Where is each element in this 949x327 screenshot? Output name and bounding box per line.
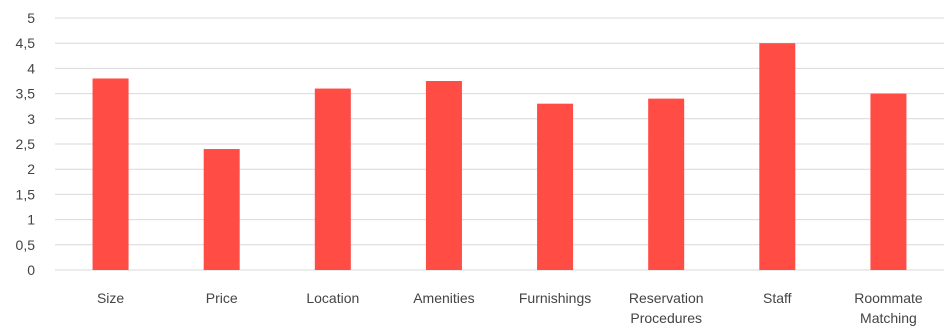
- bar-roommate-matching: [870, 93, 907, 270]
- y-tick-label: 0,5: [16, 237, 36, 253]
- bar-amenities: [425, 81, 462, 270]
- x-tick-label: Location: [306, 290, 359, 306]
- x-tick-label: Furnishings: [519, 290, 591, 306]
- x-tick-label-line: Amenities: [413, 290, 474, 306]
- x-tick-label: Reservation Procedures: [629, 290, 704, 326]
- x-tick-label-line: Roommate: [854, 290, 923, 306]
- x-tick-label-line: Staff: [763, 290, 792, 306]
- y-tick-label: 5: [27, 10, 35, 26]
- y-tick-label: 3,5: [16, 86, 36, 102]
- x-tick-label-line: Furnishings: [519, 290, 591, 306]
- bar-reservation-procedures: [648, 98, 685, 270]
- x-tick-label-line: Price: [206, 290, 238, 306]
- y-tick-label: 0: [27, 262, 35, 278]
- x-tick-label: Roommate Matching: [854, 290, 923, 326]
- bars: [92, 43, 907, 271]
- y-tick-label: 2,5: [16, 136, 36, 152]
- y-tick-label: 4,5: [16, 35, 36, 51]
- bar-location: [314, 88, 351, 270]
- x-tick-label: Price: [206, 290, 238, 306]
- x-tick-label-line: Reservation: [629, 290, 704, 306]
- bar-furnishings: [537, 103, 574, 271]
- y-tick-label: 2: [27, 161, 35, 177]
- y-tick-label: 4: [27, 60, 35, 76]
- x-tick-label: Staff: [763, 290, 792, 306]
- y-tick-label: 3: [27, 111, 35, 127]
- x-tick-label: Size: [97, 290, 124, 306]
- bar-size: [92, 78, 129, 270]
- gridlines: [55, 17, 944, 271]
- y-axis: 0 0,5 1 1,5 2 2,5 3 3,5 4 4,5 5: [16, 10, 36, 278]
- bar-price: [203, 149, 240, 270]
- x-tick-label-line: Matching: [860, 310, 917, 326]
- x-tick-label-line: Size: [97, 290, 124, 306]
- bar-staff: [759, 43, 796, 271]
- x-tick-label-line: Location: [306, 290, 359, 306]
- x-tick-label-line: Procedures: [630, 310, 702, 326]
- x-axis: Size Price Location Amenities Furnishings Res…: [97, 290, 923, 326]
- y-tick-label: 1: [27, 212, 35, 228]
- y-tick-label: 1,5: [16, 186, 36, 202]
- x-tick-label: Amenities: [413, 290, 474, 306]
